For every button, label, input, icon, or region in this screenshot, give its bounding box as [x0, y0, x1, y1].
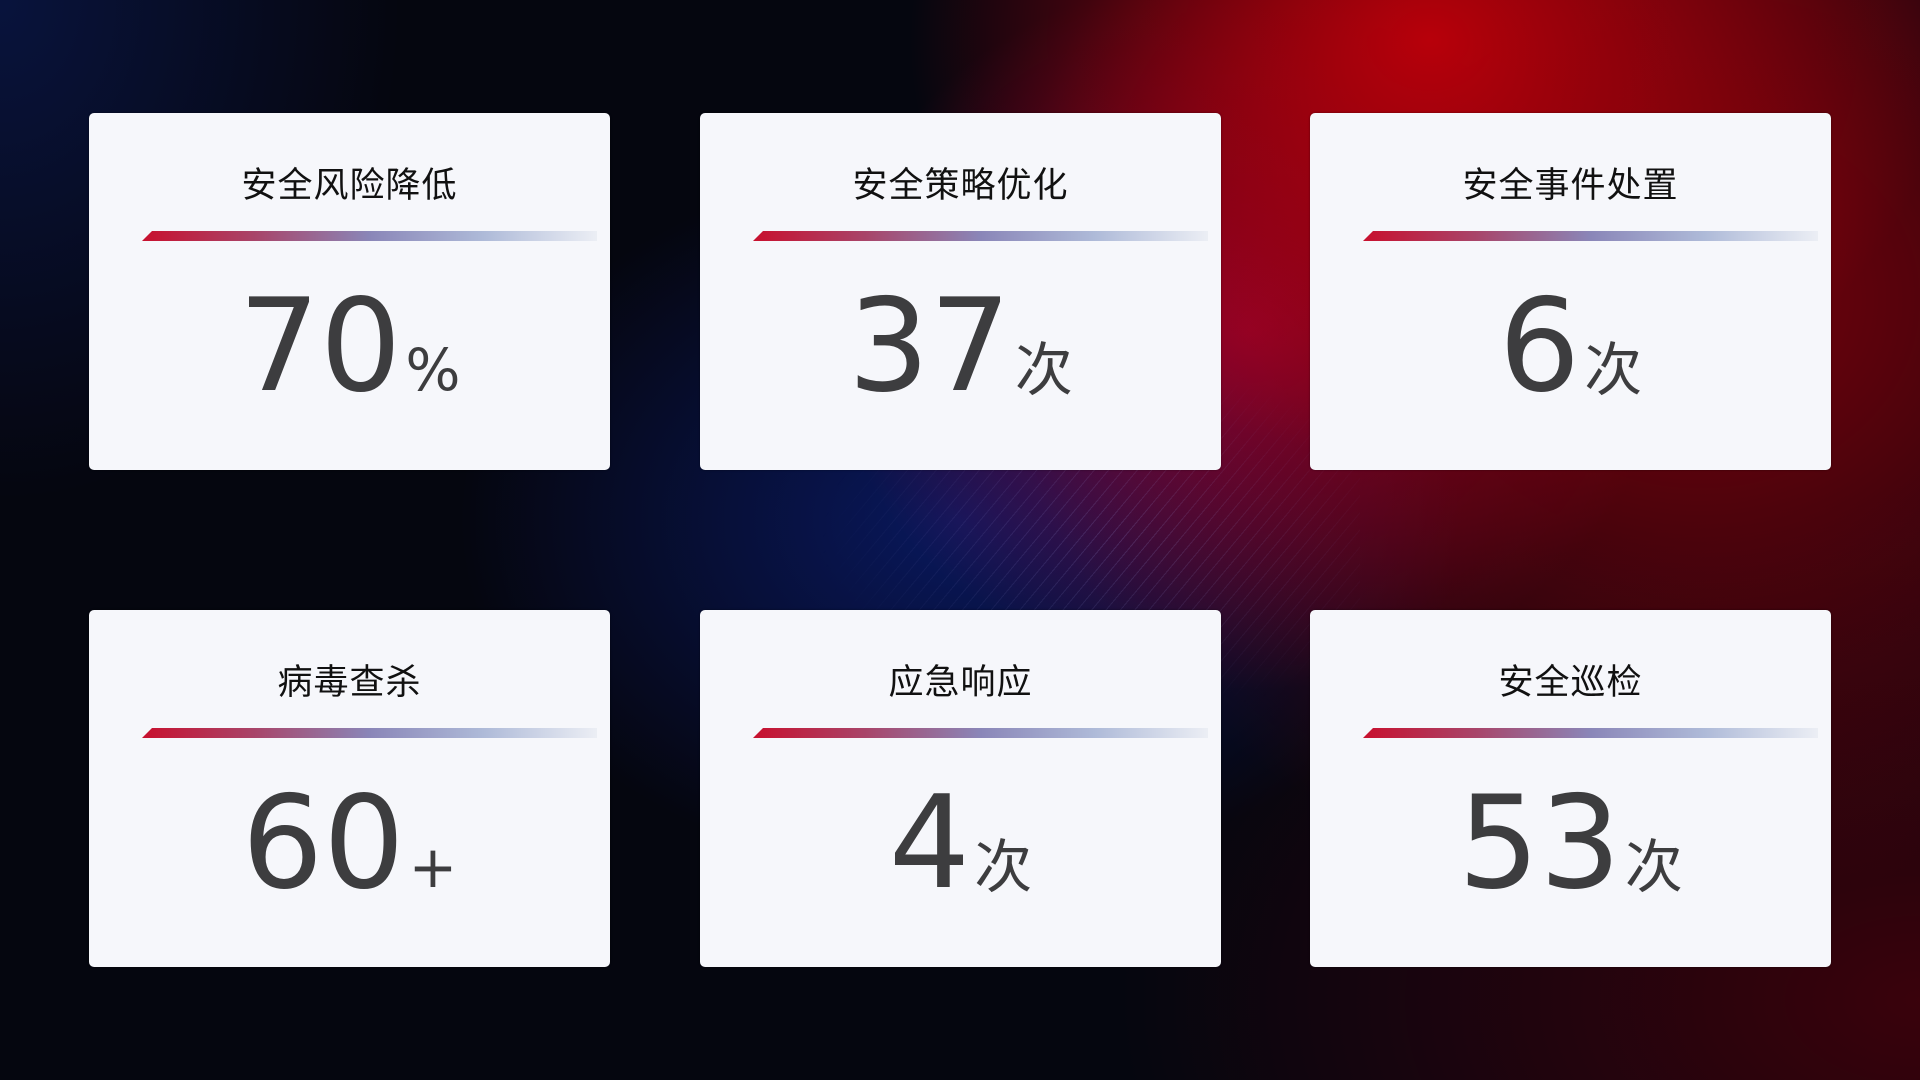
card-value: 6次 — [1310, 283, 1831, 411]
value-number: 60 — [241, 769, 405, 918]
stat-card-virus-removal: 病毒查杀 60+ — [89, 610, 610, 967]
stat-card-policy-optimization: 安全策略优化 37次 — [700, 113, 1221, 470]
card-title: 安全风险降低 — [241, 166, 458, 206]
value-number: 4 — [888, 769, 971, 918]
stat-card-security-inspection: 安全巡检 53次 — [1310, 610, 1831, 967]
value-number: 6 — [1498, 272, 1581, 421]
value-number: 70 — [238, 272, 402, 421]
divider-bar — [142, 231, 597, 241]
divider-bar — [1363, 231, 1818, 241]
value-number: 37 — [848, 272, 1011, 421]
card-value: 53次 — [1310, 780, 1831, 908]
divider-bar — [142, 728, 597, 738]
card-value: 60+ — [89, 780, 610, 908]
value-unit: 次 — [1584, 336, 1643, 404]
divider-bar — [753, 728, 1208, 738]
card-title: 病毒查杀 — [277, 663, 422, 703]
stat-card-risk-reduction: 安全风险降低 70% — [89, 113, 610, 470]
value-unit: 次 — [1014, 336, 1073, 404]
value-number: 53 — [1458, 769, 1621, 918]
card-title: 安全策略优化 — [852, 166, 1069, 206]
card-value: 4次 — [700, 780, 1221, 908]
card-value: 37次 — [700, 283, 1221, 411]
value-unit: % — [405, 336, 461, 404]
card-title: 安全巡检 — [1498, 663, 1643, 703]
card-title: 安全事件处置 — [1462, 166, 1679, 206]
value-unit: 次 — [1624, 833, 1683, 901]
value-unit: + — [408, 833, 458, 901]
card-title: 应急响应 — [888, 663, 1033, 703]
value-unit: 次 — [974, 833, 1033, 901]
stat-card-incident-handling: 安全事件处置 6次 — [1310, 113, 1831, 470]
card-value: 70% — [89, 283, 610, 411]
divider-bar — [1363, 728, 1818, 738]
divider-bar — [753, 231, 1208, 241]
stat-card-emergency-response: 应急响应 4次 — [700, 610, 1221, 967]
